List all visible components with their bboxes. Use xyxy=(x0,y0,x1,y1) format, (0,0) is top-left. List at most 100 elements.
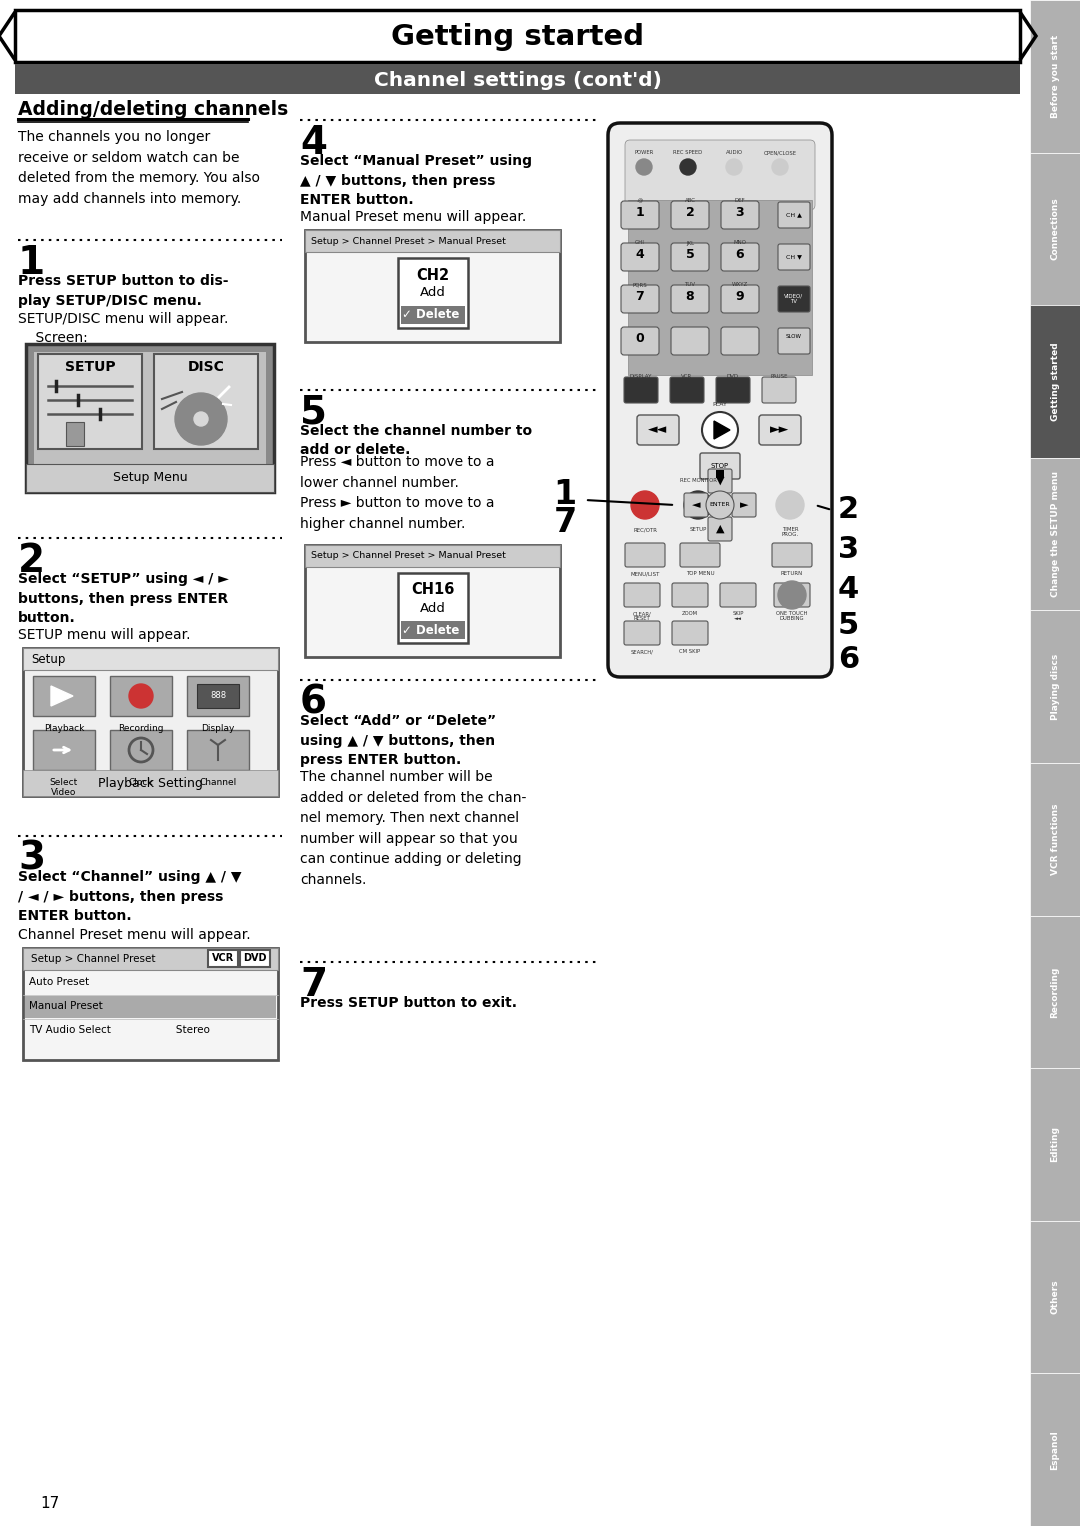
Text: DISPLAY: DISPLAY xyxy=(630,374,652,378)
Text: SEARCH/: SEARCH/ xyxy=(631,649,653,655)
Text: POWER: POWER xyxy=(634,151,653,156)
Text: ZOOM: ZOOM xyxy=(681,610,698,617)
Circle shape xyxy=(129,684,153,708)
Text: ✓ Delete: ✓ Delete xyxy=(403,308,460,322)
Circle shape xyxy=(631,491,659,519)
Text: The channels you no longer
receive or seldom watch can be
deleted from the memor: The channels you no longer receive or se… xyxy=(18,130,260,206)
Text: Add: Add xyxy=(419,287,445,299)
FancyBboxPatch shape xyxy=(624,621,660,645)
Text: Setup > Channel Preset: Setup > Channel Preset xyxy=(31,954,156,964)
Text: Setup > Channel Preset > Manual Preset: Setup > Channel Preset > Manual Preset xyxy=(311,551,505,560)
Polygon shape xyxy=(714,421,730,439)
Text: SETUP/DISC menu will appear.
    Screen:: SETUP/DISC menu will appear. Screen: xyxy=(18,311,228,345)
Text: ▼: ▼ xyxy=(716,476,725,485)
Text: Channel settings (cont'd): Channel settings (cont'd) xyxy=(374,70,662,90)
Text: SKIP
◄◄: SKIP ◄◄ xyxy=(732,610,744,621)
FancyBboxPatch shape xyxy=(621,243,659,272)
Text: 888: 888 xyxy=(210,691,226,700)
Bar xyxy=(23,649,278,797)
Bar xyxy=(305,545,561,568)
Text: Auto Preset: Auto Preset xyxy=(29,977,90,987)
Text: Playing discs: Playing discs xyxy=(1051,653,1059,720)
Bar xyxy=(305,230,561,252)
Text: 3: 3 xyxy=(18,839,45,877)
Text: Espanol: Espanol xyxy=(1051,1430,1059,1470)
Text: Connections: Connections xyxy=(1051,197,1059,261)
FancyBboxPatch shape xyxy=(621,285,659,313)
Text: Manual Preset: Manual Preset xyxy=(29,1001,103,1012)
FancyBboxPatch shape xyxy=(716,377,750,403)
FancyBboxPatch shape xyxy=(772,543,812,568)
Text: CH ▲: CH ▲ xyxy=(786,212,802,218)
Bar xyxy=(154,354,258,449)
Text: SETUP menu will appear.: SETUP menu will appear. xyxy=(18,629,190,642)
Text: 17: 17 xyxy=(40,1497,59,1511)
Text: ✓ Delete: ✓ Delete xyxy=(403,624,460,636)
Circle shape xyxy=(777,491,804,519)
Text: CH ▼: CH ▼ xyxy=(786,255,802,259)
Text: 0: 0 xyxy=(636,333,645,345)
Text: JKL: JKL xyxy=(686,241,694,246)
Bar xyxy=(23,771,278,797)
Text: 1: 1 xyxy=(553,479,577,511)
Text: 7: 7 xyxy=(553,507,577,540)
Text: 5: 5 xyxy=(838,610,860,639)
Text: PLAY: PLAY xyxy=(713,403,728,407)
Text: Recording: Recording xyxy=(1051,966,1059,1018)
Text: Before you start: Before you start xyxy=(1051,35,1059,118)
Text: Setup > Channel Preset > Manual Preset: Setup > Channel Preset > Manual Preset xyxy=(311,237,505,246)
Text: SETUP: SETUP xyxy=(689,526,706,533)
Text: MNO: MNO xyxy=(733,241,746,246)
FancyBboxPatch shape xyxy=(621,201,659,229)
Text: ONE TOUCH
DUBBING: ONE TOUCH DUBBING xyxy=(777,610,808,621)
Bar xyxy=(401,621,464,639)
Bar xyxy=(23,649,278,670)
Text: DVD: DVD xyxy=(727,374,739,378)
Text: Select “SETUP” using ◄ / ►
buttons, then press ENTER
button.: Select “SETUP” using ◄ / ► buttons, then… xyxy=(18,572,229,626)
Text: Getting started: Getting started xyxy=(1051,342,1059,421)
Text: ◄◄: ◄◄ xyxy=(648,424,667,436)
Bar xyxy=(1030,1221,1080,1373)
Text: CH2: CH2 xyxy=(416,267,449,282)
FancyBboxPatch shape xyxy=(625,543,665,568)
FancyBboxPatch shape xyxy=(672,583,708,607)
Text: Adding/deleting channels: Adding/deleting channels xyxy=(18,101,288,119)
FancyBboxPatch shape xyxy=(721,327,759,356)
Circle shape xyxy=(778,581,806,609)
Text: STOP: STOP xyxy=(711,462,729,468)
Bar xyxy=(15,64,1020,95)
Text: 2: 2 xyxy=(18,542,45,580)
Text: Select “Manual Preset” using
▲ / ▼ buttons, then press
ENTER button.: Select “Manual Preset” using ▲ / ▼ butto… xyxy=(300,154,532,208)
Text: Playback: Playback xyxy=(44,723,84,732)
Text: ENTER: ENTER xyxy=(710,502,730,508)
Text: REC/OTR: REC/OTR xyxy=(633,526,657,533)
Text: DEF: DEF xyxy=(734,198,745,203)
Bar xyxy=(305,230,561,342)
FancyBboxPatch shape xyxy=(625,140,815,211)
FancyBboxPatch shape xyxy=(672,621,708,645)
Polygon shape xyxy=(51,687,73,707)
Text: Setup Menu: Setup Menu xyxy=(112,472,187,484)
Text: 5: 5 xyxy=(686,249,694,261)
Text: Playback Setting: Playback Setting xyxy=(98,777,203,789)
Text: VCR functions: VCR functions xyxy=(1051,804,1059,874)
Text: RETURN: RETURN xyxy=(781,571,804,575)
Bar xyxy=(26,464,274,491)
Text: SLOW: SLOW xyxy=(786,334,802,339)
Text: 4: 4 xyxy=(838,575,860,604)
Text: 4: 4 xyxy=(300,124,327,162)
Circle shape xyxy=(706,491,734,519)
Text: Select “Add” or “Delete”
using ▲ / ▼ buttons, then
press ENTER button.: Select “Add” or “Delete” using ▲ / ▼ but… xyxy=(300,714,496,768)
Bar xyxy=(401,307,464,324)
Text: 4: 4 xyxy=(636,249,645,261)
FancyBboxPatch shape xyxy=(608,124,832,678)
Text: 9: 9 xyxy=(735,290,744,304)
FancyBboxPatch shape xyxy=(721,285,759,313)
FancyBboxPatch shape xyxy=(670,377,704,403)
Bar xyxy=(1030,153,1080,305)
Text: AUDIO: AUDIO xyxy=(726,151,743,156)
FancyBboxPatch shape xyxy=(700,453,740,479)
Text: Clock: Clock xyxy=(129,778,153,787)
Text: Recording: Recording xyxy=(118,723,164,732)
Bar xyxy=(33,676,95,716)
